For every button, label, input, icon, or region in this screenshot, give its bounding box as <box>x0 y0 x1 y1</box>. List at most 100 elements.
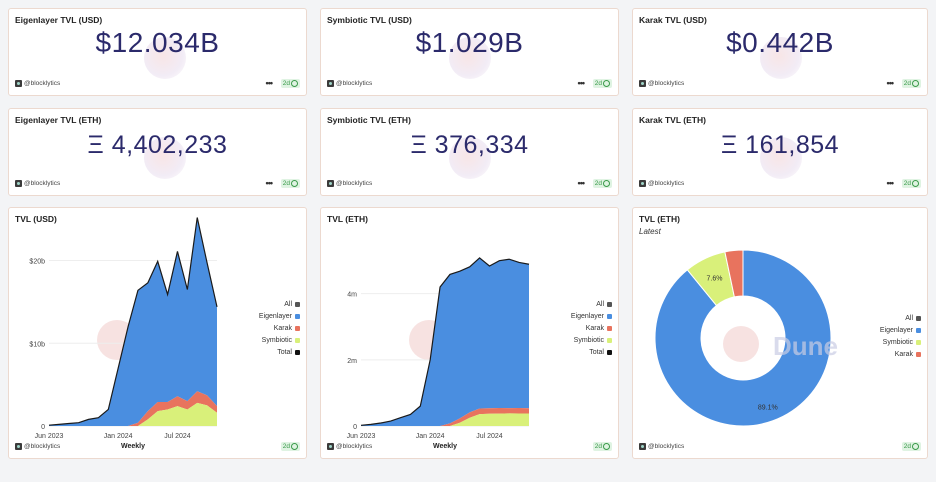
check-icon <box>912 180 919 187</box>
more-dots-icon[interactable]: ••• <box>265 178 274 188</box>
owner-link[interactable]: @blocklytics <box>15 180 60 187</box>
legend-label: Total <box>589 348 604 356</box>
counter-card-eigenlayer-usd[interactable]: Eigenlayer TVL (USD) $12.034B @blocklyti… <box>8 8 307 96</box>
owner-link[interactable]: @blocklytics <box>15 443 60 450</box>
legend-item-symbiotic[interactable]: Symbiotic <box>571 334 612 346</box>
owner-link[interactable]: @blocklytics <box>327 80 372 87</box>
card-title: Eigenlayer TVL (ETH) <box>15 115 102 125</box>
avatar-icon <box>639 80 646 87</box>
owner-link[interactable]: @blocklytics <box>327 180 372 187</box>
legend-item-eigenlayer[interactable]: Eigenlayer <box>259 310 300 322</box>
legend-item-karak[interactable]: Karak <box>259 322 300 334</box>
legend-swatch <box>607 337 612 343</box>
chart-legend: All Eigenlayer Karak Symbiotic Total <box>259 298 300 358</box>
more-dots-icon[interactable]: ••• <box>577 78 586 88</box>
legend-swatch <box>607 325 612 331</box>
age-badge: 2d <box>592 179 612 188</box>
chart-subtitle: Latest <box>639 227 661 236</box>
series-area-karak <box>361 407 529 426</box>
counter-value: $1.029B <box>415 27 524 58</box>
x-tick-label: Jul 2024 <box>164 433 191 440</box>
owner-link[interactable]: @blocklytics <box>15 80 60 87</box>
card-footer: @blocklytics ••• 2d <box>639 78 921 90</box>
dune-watermark-icon <box>760 137 802 179</box>
avatar-icon <box>327 443 334 450</box>
series-area-karak <box>49 391 217 426</box>
card-title: Symbiotic TVL (ETH) <box>327 115 411 125</box>
more-dots-icon[interactable]: ••• <box>577 178 586 188</box>
age-badge: 2d <box>280 79 300 88</box>
dune-watermark-icon <box>449 137 491 179</box>
owner-link[interactable]: @blocklytics <box>327 443 372 450</box>
legend-item-eigenlayer[interactable]: Eigenlayer <box>880 324 921 336</box>
legend-swatch <box>295 337 300 343</box>
legend-swatch <box>295 313 300 319</box>
legend-label: Karak <box>585 324 604 332</box>
legend-item-all[interactable]: All <box>880 312 921 324</box>
y-tick-label: 4m <box>347 292 357 299</box>
avatar-icon <box>327 80 334 87</box>
avatar-icon <box>327 180 334 187</box>
counter-card-karak-usd[interactable]: Karak TVL (USD) $0.442B @blocklytics •••… <box>632 8 928 96</box>
card-title: Eigenlayer TVL (USD) <box>15 15 103 25</box>
dune-logo-icon <box>723 326 759 362</box>
counter-card-karak-eth[interactable]: Karak TVL (ETH) Ξ 161,854 @blocklytics •… <box>632 108 928 196</box>
x-tick-label: Jun 2023 <box>347 433 376 440</box>
owner-link[interactable]: @blocklytics <box>639 443 684 450</box>
counter-card-symbiotic-usd[interactable]: Symbiotic TVL (USD) $1.029B @blocklytics… <box>320 8 619 96</box>
more-dots-icon[interactable]: ••• <box>886 178 895 188</box>
legend-label: Eigenlayer <box>570 312 604 320</box>
legend-item-symbiotic[interactable]: Symbiotic <box>259 334 300 346</box>
legend-item-eigenlayer[interactable]: Eigenlayer <box>571 310 612 322</box>
series-line-total <box>48 217 218 426</box>
dune-watermark-icon <box>760 37 802 79</box>
age-badge: 2d <box>592 79 612 88</box>
legend-item-all[interactable]: All <box>259 298 300 310</box>
more-dots-icon[interactable]: ••• <box>265 78 274 88</box>
y-tick-label: 2m <box>347 358 357 365</box>
legend-item-karak[interactable]: Karak <box>571 322 612 334</box>
legend-label: Symbiotic <box>882 338 913 346</box>
counter-card-eigenlayer-eth[interactable]: Eigenlayer TVL (ETH) Ξ 4,402,233 @blockl… <box>8 108 307 196</box>
card-title: Symbiotic TVL (USD) <box>327 15 412 25</box>
check-icon <box>603 180 610 187</box>
legend-item-karak[interactable]: Karak <box>880 348 921 360</box>
y-tick-label: $10b <box>29 341 45 348</box>
legend-item-symbiotic[interactable]: Symbiotic <box>880 336 921 348</box>
counter-value: $0.442B <box>726 27 834 58</box>
card-footer: @blocklytics ••• 2d <box>15 178 300 190</box>
owner-link[interactable]: @blocklytics <box>639 180 684 187</box>
legend-item-total[interactable]: Total <box>571 346 612 358</box>
legend-label: All <box>284 300 292 308</box>
legend-label: All <box>596 300 604 308</box>
dune-watermark-icon <box>449 37 491 79</box>
counter-card-symbiotic-eth[interactable]: Symbiotic TVL (ETH) Ξ 376,334 @blocklyti… <box>320 108 619 196</box>
legend-label: Eigenlayer <box>879 326 913 334</box>
age-badge: 2d <box>280 442 300 451</box>
card-title: Karak TVL (ETH) <box>639 115 706 125</box>
legend-swatch <box>295 349 300 355</box>
pie-slice-eigenlayer <box>654 249 832 427</box>
legend-item-all[interactable]: All <box>571 298 612 310</box>
owner-link[interactable]: @blocklytics <box>639 80 684 87</box>
tvl-eth-donut-chart: 89.1% 7.6% Dune <box>654 249 838 427</box>
series-area-eigenlayer <box>49 217 217 426</box>
legend-item-total[interactable]: Total <box>259 346 300 358</box>
legend-swatch <box>607 349 612 355</box>
card-footer: @blocklytics 2d <box>327 442 612 453</box>
card-footer: @blocklytics ••• 2d <box>15 78 300 90</box>
more-dots-icon[interactable]: ••• <box>886 78 895 88</box>
x-tick-label: Jan 2024 <box>104 433 133 440</box>
legend-swatch <box>916 339 921 345</box>
legend-swatch <box>607 301 612 307</box>
check-icon <box>603 443 610 450</box>
legend-swatch <box>295 325 300 331</box>
check-icon <box>291 180 298 187</box>
y-tick-label: $20b <box>29 259 45 266</box>
chart-card-tvl-eth-pie[interactable]: TVL (ETH) Latest 89.1% 7.6% Dune All Eigenl… <box>632 207 928 459</box>
legend-label: Total <box>277 348 292 356</box>
